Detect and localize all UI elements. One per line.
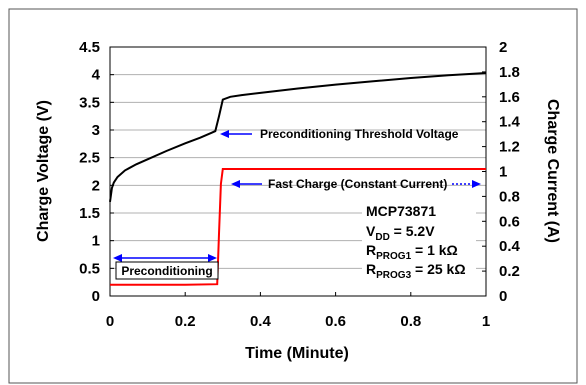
- device-name: MCP73871: [366, 203, 436, 219]
- current-series-line: [110, 168, 486, 286]
- y-left-tick-label-1: 0.5: [79, 260, 100, 277]
- chart-frame: [8, 8, 578, 384]
- x-axis-ticks: 0 0.2 0.4 0.6 0.8 1: [106, 292, 490, 330]
- y-right-tick-label-9: 1.8: [499, 64, 520, 81]
- y-left-tick-label-2: 1: [92, 233, 100, 250]
- rprog1-subscript: PROG1: [376, 251, 411, 262]
- vdd-param: VDD = 5.2V: [366, 223, 435, 243]
- threshold-annotation: Preconditioning Threshold Voltage: [260, 127, 459, 141]
- y-left-tick-label-5: 2.5: [79, 150, 100, 167]
- y-left-tick-label-6: 3: [92, 122, 100, 139]
- rprog1-param: RPROG1 = 1 kΩ: [366, 242, 458, 262]
- grid-lines: [110, 74, 486, 269]
- rprog3-value: = 25 kΩ: [411, 261, 465, 277]
- y-left-axis-title: Charge Voltage (V): [35, 100, 52, 242]
- y-left-tick-label-8: 4: [92, 67, 101, 84]
- x-tick-label-3: 0.6: [325, 313, 346, 330]
- parameter-box: [362, 201, 476, 281]
- vdd-value: = 5.2V: [390, 223, 435, 239]
- rprog3-symbol: R: [366, 261, 376, 277]
- rprog1-symbol: R: [366, 242, 376, 258]
- rprog1-value: = 1 kΩ: [411, 242, 458, 258]
- y-left-tick-label-0: 0: [92, 288, 100, 305]
- rprog3-param: RPROG3 = 25 kΩ: [366, 261, 466, 281]
- y-right-tick-label-0: 0: [499, 288, 507, 305]
- threshold-arrow: [220, 130, 252, 138]
- y-right-tick-label-7: 1.4: [499, 114, 521, 131]
- y-right-tick-label-10: 2: [499, 39, 507, 56]
- vdd-subscript: DD: [375, 232, 389, 243]
- y-right-tick-label-4: 0.8: [499, 188, 520, 205]
- x-axis-title: Time (Minute): [245, 345, 349, 362]
- x-tick-label-4: 0.8: [400, 313, 421, 330]
- y-right-tick-label-5: 1: [499, 164, 507, 181]
- preconditioning-arrow: [113, 254, 217, 262]
- y-left-tick-label-3: 1.5: [79, 205, 100, 222]
- y-right-tick-label-2: 0.4: [499, 238, 521, 255]
- y-left-tick-label-7: 3.5: [79, 94, 100, 111]
- x-tick-label-0: 0: [106, 313, 114, 330]
- y-left-tick-label-4: 2: [92, 177, 100, 194]
- fast-charge-annotation: Fast Charge (Constant Current): [268, 177, 447, 191]
- x-tick-label-5: 1: [482, 313, 490, 330]
- x-tick-label-2: 0.4: [250, 313, 272, 330]
- y-right-tick-label-8: 1.6: [499, 89, 520, 106]
- fast-charge-arrow: [231, 180, 481, 188]
- y-right-tick-label-6: 1.2: [499, 139, 520, 156]
- vdd-symbol: V: [366, 223, 376, 239]
- preconditioning-label-box: [115, 261, 219, 280]
- y-left-tick-label-9: 4.5: [79, 39, 100, 56]
- y-right-tick-label-1: 0.2: [499, 263, 520, 280]
- preconditioning-annotation: Preconditioning: [121, 264, 212, 278]
- y-right-tick-label-3: 0.6: [499, 213, 520, 230]
- x-tick-label-1: 0.2: [175, 313, 196, 330]
- rprog3-subscript: PROG3: [376, 270, 411, 281]
- y-right-axis-ticks: 0 0.2 0.4 0.6 0.8 1 1.2 1.4 1.6 1.8 2: [482, 39, 521, 305]
- voltage-series-line: [109, 72, 487, 203]
- y-left-axis-ticks: 0 0.5 1 1.5 2 2.5 3 3.5 4 4.5: [79, 39, 114, 305]
- y-right-axis-title: Charge Current (A): [544, 99, 561, 243]
